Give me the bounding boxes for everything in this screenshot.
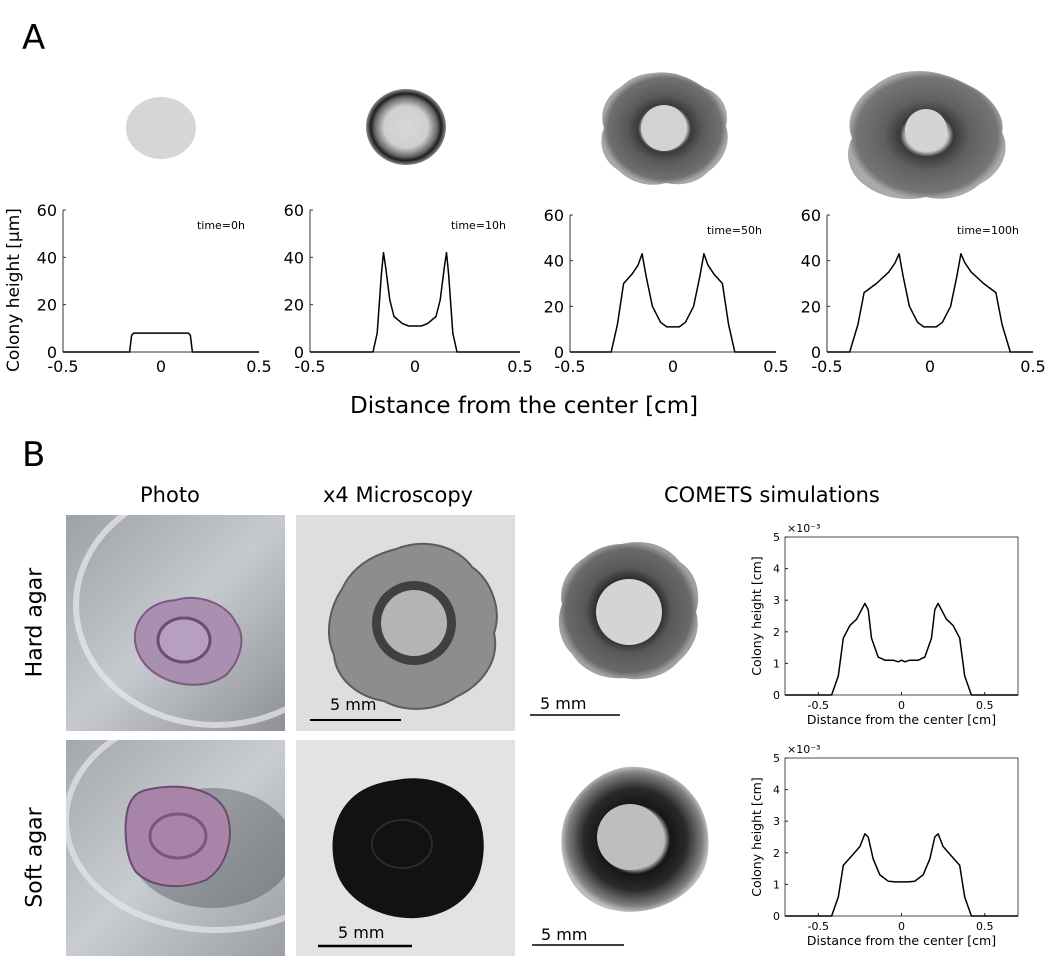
y-tick-label: 20 (544, 297, 564, 316)
y-tick-label: 0 (811, 343, 821, 362)
y-tick-label: 20 (284, 296, 304, 315)
y-exponent-label: ×10⁻³ (787, 743, 820, 756)
colony-100h-center (905, 109, 947, 151)
plot-frame (784, 757, 1019, 917)
y-axis-label: Colony height [cm] (749, 556, 764, 675)
x-tick-label: 0 (668, 357, 678, 376)
y-tick-label: 5 (773, 752, 780, 765)
series-line (785, 833, 1018, 917)
x-tick-label: 0 (925, 357, 935, 376)
y-tick-label: 2 (773, 847, 780, 860)
x-tick-label: -0.5 (811, 357, 842, 376)
plot-frame (784, 536, 1019, 696)
y-tick-label: 1 (773, 657, 780, 670)
x-axis-label: Distance from the center [cm] (807, 712, 996, 727)
y-tick-label: 60 (37, 201, 57, 220)
y-tick-label: 0 (47, 343, 57, 362)
microscopy-soft-agar (296, 740, 515, 956)
scale-bar-label-micro-hard: 5 mm (330, 695, 377, 714)
col-title-microscopy: x4 Microscopy (323, 483, 474, 507)
y-exponent-label: ×10⁻³ (787, 522, 820, 535)
microscopy-hard-agar (296, 515, 515, 731)
plot-title: time=10h (451, 219, 506, 232)
plot-title: time=50h (707, 224, 762, 237)
sim-plot-2: 0 1 2 3 4 5 -0.5 0 0.5 ×10⁻³ Distance from the cen… (749, 743, 1019, 948)
row-label-soft: Soft agar (22, 807, 48, 908)
simulation-colony-soft (532, 766, 709, 946)
x-tick-label: 0.5 (507, 357, 532, 376)
x-tick-label: -0.5 (294, 357, 325, 376)
series-line (63, 332, 259, 353)
sim-plot-1: 0 1 2 3 4 5 -0.5 0 0.5 ×10⁻³ Distance from the cen… (749, 522, 1019, 727)
x-tick-label: 0.5 (763, 357, 788, 376)
scale-bar-label-sim-hard: 5 mm (540, 694, 587, 713)
y-tick-label: 20 (801, 297, 821, 316)
x-tick-label: 0.5 (976, 699, 994, 712)
y-tick-label: 3 (773, 815, 780, 828)
panel-label-b: B (22, 435, 46, 475)
y-tick-label: 0 (554, 343, 564, 362)
plot-title: time=100h (957, 224, 1019, 237)
y-tick-label: 4 (773, 563, 780, 576)
x-axis-label: Distance from the center [cm] (807, 933, 996, 948)
y-tick-label: 40 (544, 252, 564, 271)
colony-50h-center (641, 105, 687, 151)
y-tick-label: 40 (37, 248, 57, 267)
x-tick-label: 0 (898, 699, 905, 712)
y-tick-label: 60 (801, 206, 821, 225)
series-line (310, 251, 520, 353)
y-tick-label: 20 (37, 296, 57, 315)
x-tick-label: -0.5 (554, 357, 585, 376)
x-tick-label: 0 (156, 357, 166, 376)
x-tick-label: 0.5 (246, 357, 271, 376)
y-tick-label: 0 (294, 343, 304, 362)
colony-0h (126, 97, 196, 159)
scale-bar-label-micro-soft: 5 mm (338, 923, 385, 942)
colony-images-row-a (126, 70, 1006, 200)
x-tick-label: 0 (898, 920, 905, 933)
y-tick-label: 0 (773, 910, 780, 923)
x-tick-label: -0.5 (808, 920, 829, 933)
photo-soft-agar (66, 740, 285, 956)
series-line (570, 253, 776, 353)
photo-hard-agar (66, 515, 285, 731)
x-tick-label: -0.5 (47, 357, 78, 376)
row-label-hard: Hard agar (22, 567, 48, 678)
panel-a-ylabel: Colony height [μm] (4, 208, 24, 372)
panel-a-xlabel: Distance from the center [cm] (350, 393, 699, 419)
scale-bar-label-sim-soft: 5 mm (541, 925, 588, 944)
panel-b-plots: 0 1 2 3 4 5 -0.5 0 0.5 ×10⁻³ Distance from the cen… (749, 522, 1019, 948)
series-line (785, 602, 1018, 696)
col-title-photo: Photo (140, 483, 200, 507)
series-line (827, 253, 1033, 353)
y-tick-label: 40 (284, 248, 304, 267)
x-tick-label: 0 (410, 357, 420, 376)
x-tick-label: 0.5 (1020, 357, 1045, 376)
y-tick-label: 0 (773, 689, 780, 702)
y-tick-label: 1 (773, 878, 780, 891)
plot-title: time=0h (197, 219, 245, 232)
panel-label-a: A (22, 18, 46, 58)
x-tick-label: -0.5 (808, 699, 829, 712)
y-tick-label: 40 (801, 252, 821, 271)
colony-10h (366, 89, 446, 165)
y-tick-label: 4 (773, 784, 780, 797)
simulation-colony-hard (530, 542, 699, 716)
col-title-simulations: COMETS simulations (664, 483, 880, 507)
y-axis-label: Colony height [cm] (749, 777, 764, 896)
x-tick-label: 0.5 (976, 920, 994, 933)
y-tick-label: 5 (773, 531, 780, 544)
y-tick-label: 60 (284, 201, 304, 220)
y-tick-label: 3 (773, 594, 780, 607)
y-tick-label: 2 (773, 626, 780, 639)
y-tick-label: 60 (544, 206, 564, 225)
